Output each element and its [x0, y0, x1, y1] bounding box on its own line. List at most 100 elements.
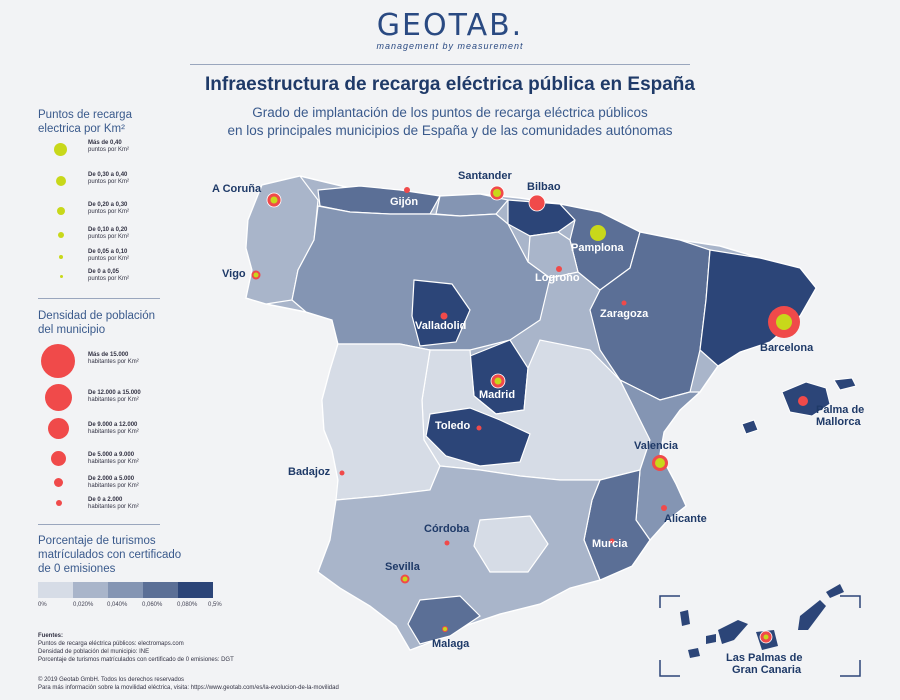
sources-title: Fuentes:: [38, 633, 64, 639]
legend-density-label: De 2.000 a 5.000: [88, 476, 135, 482]
island-ibiza: [741, 419, 759, 435]
marker-valencia-points: [655, 458, 665, 468]
legend-share-tick: 0,080%: [177, 602, 198, 608]
legend-divider: [38, 524, 160, 525]
more-info-link[interactable]: Para más información sobre la movilidad …: [38, 685, 339, 691]
city-label-barcelona: Barcelona: [760, 342, 814, 354]
legend-density-item: De 2.000 a 5.000 habitantes por Km²: [38, 475, 168, 493]
legend-share-title-line-3: de 0 emisiones: [38, 563, 116, 575]
city-label-las-palmas: Las Palmas de: [726, 652, 803, 664]
city-label-logrono: Logroño: [535, 272, 580, 284]
legend-points-unit: puntos por Km²: [88, 209, 130, 215]
logo-wordmark: GEOTAB.: [376, 8, 524, 43]
legend-share-title: Porcentaje de turismos matrículados con …: [38, 534, 181, 576]
legend-points-label: Más de 0,40: [88, 140, 122, 146]
marker-a-coruna-points: [270, 196, 278, 204]
marker-palma-density: [798, 396, 808, 406]
legend-points-title-line-1: Puntos de recarga: [38, 109, 132, 121]
legend-dot-icon: [56, 500, 62, 506]
city-label-malaga: Malaga: [432, 638, 470, 650]
legend-divider: [38, 298, 160, 299]
island-fuerteventura: [798, 600, 826, 630]
city-label-alicante: Alicante: [664, 513, 707, 525]
legend-density-unit: habitantes por Km²: [88, 429, 139, 435]
legend-points-item: De 0,20 a 0,30 puntos por Km²: [38, 202, 168, 224]
legend-points-title: Puntos de recarga electrica por Km²: [38, 108, 132, 136]
city-label-gijon: Gijón: [390, 196, 419, 208]
region-valladolid-province: [411, 279, 471, 347]
legend-dot-icon: [48, 418, 69, 439]
legend-density-item: De 0 a 2.000 habitantes por Km²: [38, 496, 168, 514]
city-label-santander: Santander: [458, 170, 512, 182]
footer: © 2019 Geotab GmbH. Todos los derechos r…: [38, 676, 339, 692]
legend-density-label: Más de 15.000: [88, 352, 129, 358]
legend-points-item: Más de 0,40 puntos por Km²: [38, 140, 168, 162]
city-label-bilbao: Bilbao: [527, 181, 561, 193]
region-cataluna: [699, 249, 817, 367]
city-label-a-coruna: A Coruña: [212, 183, 262, 195]
legend-density-title-line-2: del municipio: [38, 324, 106, 336]
copyright: © 2019 Geotab GmbH. Todos los derechos r…: [38, 677, 185, 683]
legend-dot-icon: [45, 384, 72, 411]
sources-block: Fuentes: Puntos de recarga eléctrica púb…: [38, 632, 234, 664]
legend-density-unit: habitantes por Km²: [88, 459, 139, 465]
legend-points-item: De 0,10 a 0,20 puntos por Km²: [38, 227, 168, 249]
island-el-hierro: [688, 648, 700, 658]
legend-dot-icon: [54, 143, 67, 156]
header-divider: [190, 64, 690, 65]
marker-santander-points: [493, 189, 501, 197]
source-population: Densidad de población del municipio: INE: [38, 649, 150, 655]
legend-density-label: De 12.000 a 15.000: [88, 390, 141, 396]
city-markers: [251, 185, 808, 644]
legend-density-unit: habitantes por Km²: [88, 359, 139, 365]
legend-density-label: De 5.000 a 9.000: [88, 452, 135, 458]
legend-share-color-scale: [38, 582, 213, 598]
legend-density-unit: habitantes por Km²: [88, 504, 139, 510]
region-toledo-province: [425, 407, 531, 467]
canary-frame: [659, 595, 861, 677]
legend-density-title-line-1: Densidad de población: [38, 310, 156, 322]
legend-share-title-line-1: Porcentaje de turismos: [38, 535, 156, 547]
city-label-palma: Palma de: [816, 404, 865, 416]
marker-badajoz-density: [339, 470, 345, 476]
legend-density-unit: habitantes por Km²: [88, 397, 139, 403]
legend-density-label: De 0 a 2.000: [88, 497, 123, 503]
legend-points-item: De 0,30 a 0,40 puntos por Km²: [38, 172, 168, 194]
legend-dot-icon: [56, 176, 66, 186]
marker-logrono-density: [556, 266, 562, 272]
legend-share-tick: 0,5%: [208, 602, 222, 608]
island-tenerife: [718, 620, 748, 644]
city-label-cordoba: Córdoba: [424, 523, 470, 535]
legend-points-item: De 0 a 0,05 puntos por Km²: [38, 269, 168, 291]
legend-density-item: De 5.000 a 9.000 habitantes por Km²: [38, 450, 168, 470]
legend-dot-icon: [41, 344, 75, 378]
color-step: [178, 582, 213, 598]
region-extremadura: [321, 343, 441, 501]
region-jaen-province: [473, 515, 549, 573]
island-lanzarote: [826, 584, 844, 598]
marker-pamplona-points: [590, 225, 606, 241]
legend-share-title-line-2: matrículados con certificado: [38, 549, 182, 561]
source-charging-points: Puntos de recarga eléctrica públicos: el…: [38, 641, 184, 647]
region-andalucia: [317, 465, 601, 651]
legend-dot-icon: [57, 207, 65, 215]
city-label-valencia: Valencia: [634, 440, 679, 452]
legend-points-item: De 0,05 a 0,10 puntos por Km²: [38, 249, 168, 271]
color-step: [108, 582, 143, 598]
marker-alicante-density: [661, 505, 667, 511]
legend-density-label: De 9.000 a 12.000: [88, 422, 138, 428]
legend-share-tick: 0,040%: [107, 602, 128, 608]
legend-points-unit: puntos por Km²: [88, 147, 130, 153]
city-label-gran-canaria: Gran Canaria: [732, 664, 802, 676]
marker-las-palmas-points: [763, 634, 769, 640]
page-subtitle: Grado de implantación de los puntos de r…: [0, 104, 900, 140]
logo-tagline: management by measurement: [376, 41, 524, 51]
page-title: Infraestructura de recarga eléctrica púb…: [205, 74, 695, 95]
region-galicia: [245, 175, 319, 305]
legend-points-unit: puntos por Km²: [88, 256, 130, 262]
city-label-toledo: Toledo: [435, 420, 471, 432]
marker-madrid-points: [494, 377, 502, 385]
marker-toledo-density: [476, 425, 482, 431]
city-label-murcia: Murcia: [592, 538, 628, 550]
